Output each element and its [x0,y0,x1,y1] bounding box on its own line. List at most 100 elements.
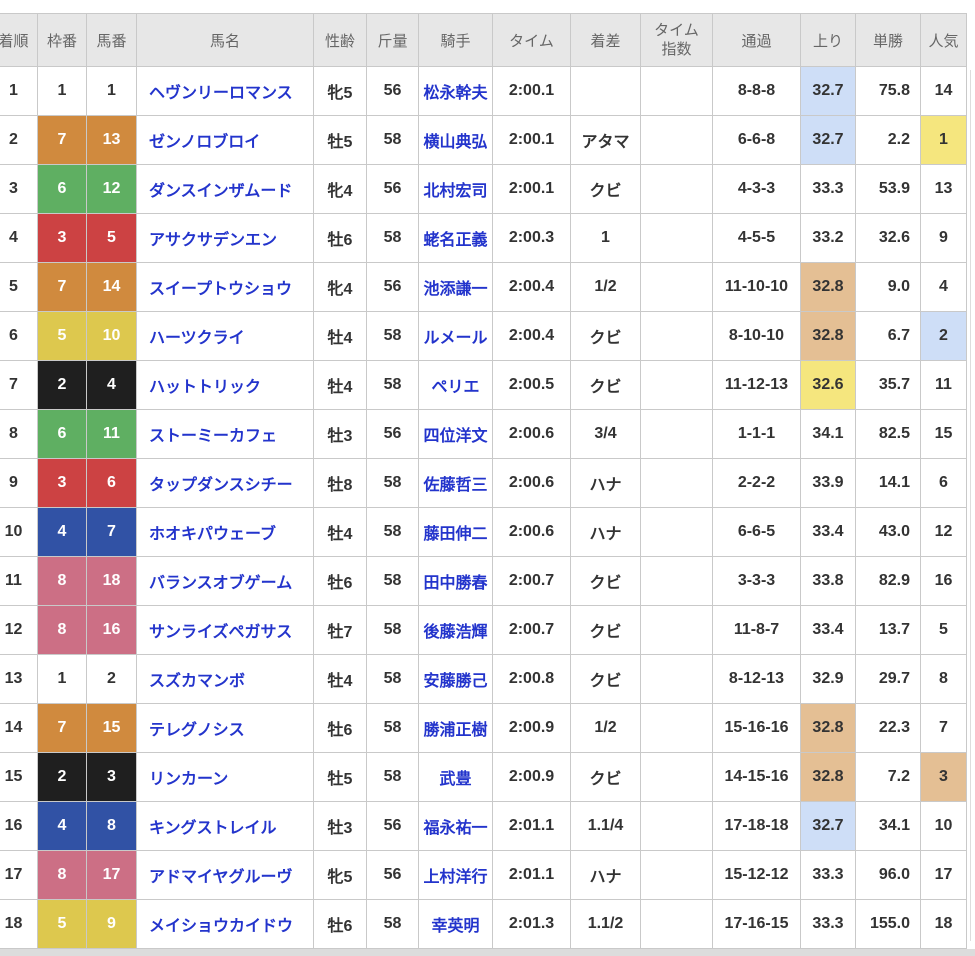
weight-cell: 56 [366,262,419,312]
horse-cell: タップダンスシチー [136,458,314,508]
bottom-scroll-strip[interactable] [0,949,975,956]
column-header-label: 騎手 [440,32,471,50]
margin-cell: 1/2 [570,703,641,753]
time_index-cell [640,164,713,214]
finish-cell: 8 [0,409,38,459]
horse_no-cell: 7 [86,507,137,557]
jockey-cell: 後藤浩輝 [418,605,493,655]
margin-cell: 1 [570,213,641,263]
weight-cell: 58 [366,752,419,802]
jockey-link[interactable]: 池添謙一 [423,281,488,298]
horse-name-link[interactable]: スイープトウショウ [149,281,293,298]
jockey-cell: 幸英明 [418,899,493,949]
horse-name-link[interactable]: アサクサデンエン [149,232,278,249]
jockey-cell: 横山典弘 [418,115,493,165]
horse_no-cell: 16 [86,605,137,655]
weight-cell: 58 [366,213,419,263]
jockey-link[interactable]: ペリエ [431,379,480,396]
column-header-label: 性齢 [324,32,355,50]
jockey-cell: 四位洋文 [418,409,493,459]
frame-cell: 7 [37,262,87,312]
horse-name-link[interactable]: タップダンスシチー [149,477,293,494]
horse-name-link[interactable]: テレグノシス [149,722,245,739]
horse-name-link[interactable]: ホオキパウェーブ [149,526,277,543]
jockey-link[interactable]: 横山典弘 [423,134,488,151]
popularity-cell: 2 [920,311,967,361]
weight-cell: 56 [366,66,419,116]
jockey-link[interactable]: ルメール [423,330,488,347]
column-header-horse: 馬名 [136,13,314,67]
passing-cell: 3-3-3 [712,556,801,606]
horse-name-link[interactable]: アドマイヤグルーヴ [149,869,293,886]
last3f-cell: 33.4 [800,605,856,655]
jockey-link[interactable]: 藤田伸二 [423,526,488,543]
jockey-link[interactable]: 福永祐一 [423,820,488,837]
sex_age-cell: 牡3 [313,801,367,851]
jockey-link[interactable]: 松永幹夫 [423,85,488,102]
column-header-label: 斤量 [377,32,408,50]
horse-name-link[interactable]: サンライズペガサス [149,624,293,641]
jockey-link[interactable]: 後藤浩輝 [423,624,488,641]
time_index-cell [640,605,713,655]
horse-name-link[interactable]: リンカーン [149,771,229,788]
finish-cell: 17 [0,850,38,900]
horse-name-link[interactable]: ダンスインザムード [149,183,293,200]
horse-cell: ホオキパウェーブ [136,507,314,557]
horse-name-link[interactable]: ヘヴンリーロマンス [149,85,293,102]
horse-name-link[interactable]: ハットトリック [149,379,262,396]
table-header-row: 着順 枠番 馬番 馬名 性齢 斤量 騎手 タイム 着差 タイム指数 通過 上り 単勝 人気 [0,13,967,67]
table-row: 15 2 3 リンカーン 牡5 58 武豊 2:00.9 クビ 14-15-16 32.8 7.2 3 [0,752,967,802]
frame-cell: 2 [37,752,87,802]
horse_no-cell: 1 [86,66,137,116]
jockey-link[interactable]: 勝浦正樹 [423,722,488,739]
horse-name-link[interactable]: ゼンノロブロイ [149,134,261,151]
jockey-link[interactable]: 佐藤哲三 [423,477,488,494]
odds-cell: 34.1 [855,801,921,851]
horse-cell: バランスオブゲーム [136,556,314,606]
odds-cell: 43.0 [855,507,921,557]
odds-cell: 7.2 [855,752,921,802]
column-header-label: 着差 [590,32,621,50]
time_index-cell [640,703,713,753]
jockey-cell: 佐藤哲三 [418,458,493,508]
odds-cell: 82.5 [855,409,921,459]
jockey-link[interactable]: 上村洋行 [423,869,488,886]
odds-cell: 96.0 [855,850,921,900]
jockey-link[interactable]: 幸英明 [431,918,480,935]
jockey-link[interactable]: 蛯名正義 [423,232,488,249]
horse-name-link[interactable]: キングストレイル [149,820,277,837]
odds-cell: 14.1 [855,458,921,508]
jockey-link[interactable]: 四位洋文 [423,428,488,445]
horse-name-link[interactable]: メイショウカイドウ [149,918,294,935]
horse_no-cell: 13 [86,115,137,165]
margin-cell: クビ [570,311,641,361]
horse-name-link[interactable]: ハーツクライ [149,330,245,347]
passing-cell: 8-12-13 [712,654,801,704]
time-cell: 2:00.6 [492,458,571,508]
popularity-cell: 8 [920,654,967,704]
time-cell: 2:00.7 [492,605,571,655]
horse-name-link[interactable]: バランスオブゲーム [149,575,293,592]
weight-cell: 56 [366,850,419,900]
finish-cell: 16 [0,801,38,851]
time_index-cell [640,360,713,410]
frame-cell: 1 [37,654,87,704]
horse-name-link[interactable]: ストーミーカフェ [149,428,278,445]
finish-cell: 15 [0,752,38,802]
frame-cell: 8 [37,556,87,606]
jockey-link[interactable]: 武豊 [439,771,472,788]
horse-name-link[interactable]: スズカマンボ [149,673,246,690]
sex_age-cell: 牝4 [313,262,367,312]
time-cell: 2:01.1 [492,850,571,900]
last3f-cell: 34.1 [800,409,856,459]
jockey-link[interactable]: 田中勝春 [423,575,488,592]
frame-cell: 8 [37,605,87,655]
jockey-cell: 松永幹夫 [418,66,493,116]
odds-cell: 6.7 [855,311,921,361]
last3f-cell: 32.8 [800,311,856,361]
column-header-time_index: タイム指数 [640,13,713,67]
jockey-link[interactable]: 北村宏司 [423,183,488,200]
jockey-link[interactable]: 安藤勝己 [423,673,488,690]
sex_age-cell: 牡7 [313,605,367,655]
time-cell: 2:00.6 [492,409,571,459]
